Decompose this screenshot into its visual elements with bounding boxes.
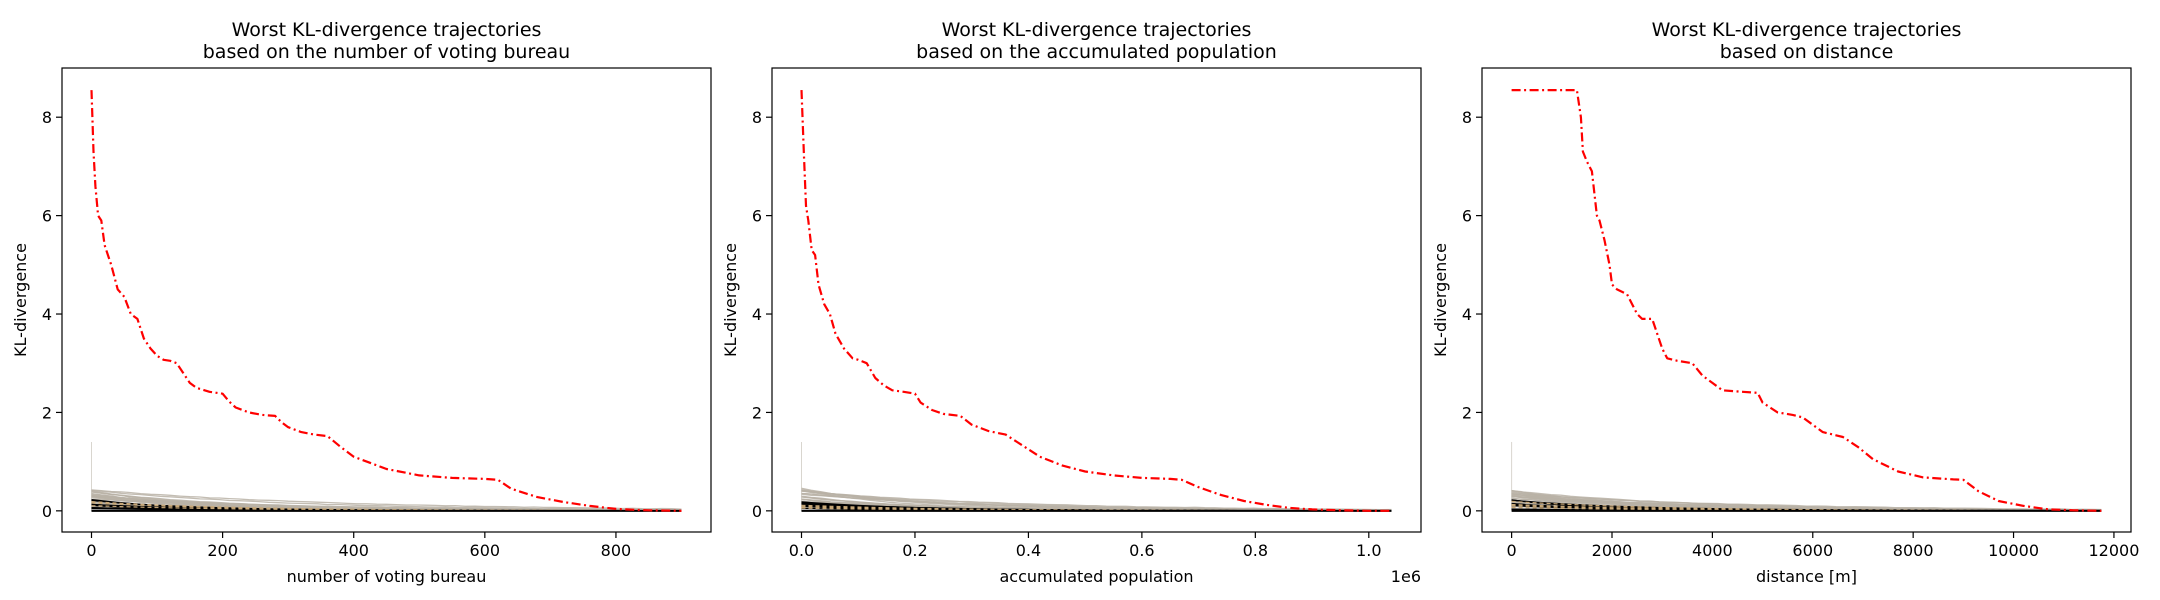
- plot-area: [1511, 89, 2102, 512]
- x-tick-label: 10000: [1988, 541, 2039, 560]
- y-tick-label: 4: [1462, 305, 1472, 324]
- y-tick-label: 6: [1462, 207, 1472, 226]
- y-axis-label: KL-divergence: [721, 243, 740, 357]
- x-axis-label: distance [m]: [1756, 567, 1857, 586]
- y-tick-label: 6: [42, 207, 52, 226]
- worst-trajectory-line: [90, 90, 682, 512]
- x-tick-label: 12000: [2088, 541, 2139, 560]
- chart-title-line1: Worst KL-divergence trajectories: [1652, 19, 1962, 41]
- x-tick-label: 4000: [1692, 541, 1733, 560]
- x-axis-label: accumulated population: [999, 567, 1193, 586]
- x-axis-offset-label: 1e6: [1391, 567, 1421, 586]
- y-tick-label: 2: [1462, 403, 1472, 422]
- x-tick-label: 6000: [1792, 541, 1833, 560]
- y-axis-label: KL-divergence: [11, 243, 30, 357]
- y-tick-label: 2: [752, 403, 762, 422]
- x-tick-label: 800: [601, 541, 632, 560]
- x-tick-label: 0.4: [1016, 541, 1041, 560]
- x-tick-label: 8000: [1893, 541, 1934, 560]
- x-tick-label: 0.6: [1129, 541, 1154, 560]
- chart-title-line2: based on the accumulated population: [916, 41, 1277, 63]
- y-tick-label: 8: [1462, 108, 1472, 127]
- x-tick-label: 600: [470, 541, 501, 560]
- axes-frame: [1481, 67, 2132, 533]
- x-tick-label: 0.8: [1243, 541, 1268, 560]
- x-tick-label: 0: [1507, 541, 1517, 560]
- gray-trajectory-line: [1511, 495, 2102, 511]
- y-tick-label: 0: [42, 502, 52, 521]
- x-axis-label: number of voting bureau: [287, 567, 487, 586]
- x-tick-label: 0.0: [789, 541, 814, 560]
- x-tick-label: 0: [86, 541, 96, 560]
- x-tick-label: 400: [338, 541, 369, 560]
- plot-area: [800, 90, 1392, 512]
- gray-trajectory-line: [91, 489, 682, 511]
- chart-title-line1: Worst KL-divergence trajectories: [942, 19, 1252, 41]
- y-tick-label: 4: [752, 305, 762, 324]
- x-tick-label: 0.2: [902, 541, 927, 560]
- y-tick-label: 6: [752, 207, 762, 226]
- x-tick-label: 2000: [1592, 541, 1633, 560]
- x-tick-label: 200: [207, 541, 238, 560]
- axes-frame: [771, 67, 1422, 533]
- y-tick-label: 4: [42, 305, 52, 324]
- y-tick-label: 8: [42, 108, 52, 127]
- plot-area: [90, 90, 682, 512]
- worst-trajectory-line: [800, 90, 1392, 512]
- y-tick-label: 0: [1462, 502, 1472, 521]
- chart-title-line2: based on distance: [1720, 41, 1894, 63]
- y-axis-label: KL-divergence: [1431, 243, 1450, 357]
- gray-trajectory-line: [1511, 493, 2102, 511]
- chart-title-line1: Worst KL-divergence trajectories: [232, 19, 542, 41]
- gray-trajectory-line: [801, 490, 1392, 511]
- axes-frame: [61, 67, 712, 533]
- worst-trajectory-line: [1511, 89, 2102, 512]
- y-tick-label: 8: [752, 108, 762, 127]
- y-tick-label: 2: [42, 403, 52, 422]
- gray-trajectory-line: [91, 489, 682, 510]
- chart-title-line2: based on the number of voting bureau: [203, 41, 570, 63]
- y-tick-label: 0: [752, 502, 762, 521]
- x-tick-label: 1.0: [1356, 541, 1381, 560]
